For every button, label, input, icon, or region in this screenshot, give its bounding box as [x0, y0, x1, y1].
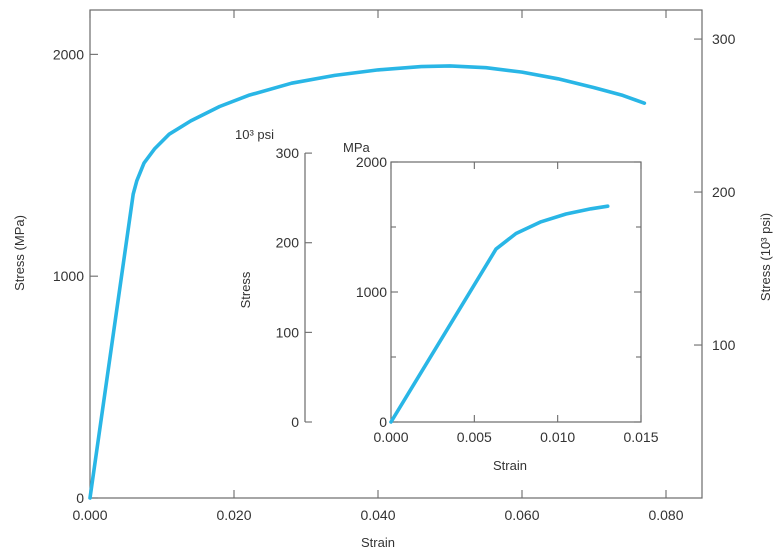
main-ticks	[89, 10, 702, 499]
inset-mpa-tick-label: 0	[379, 414, 387, 430]
main-y-tick-label: 2000	[53, 46, 84, 62]
main-tick-labels: 0.000 0.020 0.040 0.060 0.080010002000100200…	[53, 31, 736, 523]
inset-psi-tick-label: 100	[276, 324, 300, 340]
inset-psi-tick-label: 300	[276, 145, 300, 161]
inset-x-tick-label: 0.005	[457, 429, 492, 445]
inset-x-tick-label: 0.015	[623, 429, 658, 445]
main-y-axis-title: Stress (MPa)	[12, 215, 27, 291]
main-x-tick-label: 0.000	[72, 507, 107, 523]
inset-series-line	[389, 204, 610, 424]
inset-mpa-tick-label: 1000	[356, 284, 387, 300]
main-y-tick-label: 1000	[53, 268, 84, 284]
inset-background	[300, 150, 650, 480]
main-x-axis-title: Strain	[361, 535, 395, 550]
main-x-tick-label: 0.060	[504, 507, 539, 523]
main-y2-tick-label: 300	[712, 31, 736, 47]
inset-tick-labels: 0.000 0.005 0.010 0.015 0 1000 2000 0 100 200 300	[276, 145, 659, 445]
inset-mpa-unit-label: MPa	[343, 140, 371, 155]
main-y2-axis-title: Stress (10³ psi)	[758, 213, 773, 301]
inset-psi-tick-label: 0	[291, 414, 299, 430]
inset-x-axis-title: Strain	[493, 458, 527, 473]
main-series-line	[88, 64, 647, 500]
main-y2-tick-label: 100	[712, 337, 736, 353]
main-plot-frame	[89, 9, 703, 499]
inset-psi-unit-label: 10³ psi	[235, 127, 274, 142]
inset-x-tick-label: 0.000	[373, 429, 408, 445]
main-y-tick-label: 0	[76, 490, 84, 506]
inset-x-tick-label: 0.010	[540, 429, 575, 445]
main-x-tick-label: 0.020	[216, 507, 251, 523]
main-y2-tick-label: 200	[712, 184, 736, 200]
inset-psi-tick-label: 200	[276, 235, 300, 251]
inset-mpa-tick-label: 2000	[356, 154, 387, 170]
main-x-tick-label: 0.080	[648, 507, 683, 523]
main-x-tick-label: 0.040	[360, 507, 395, 523]
inset-y-axis-title: Stress	[238, 271, 253, 308]
